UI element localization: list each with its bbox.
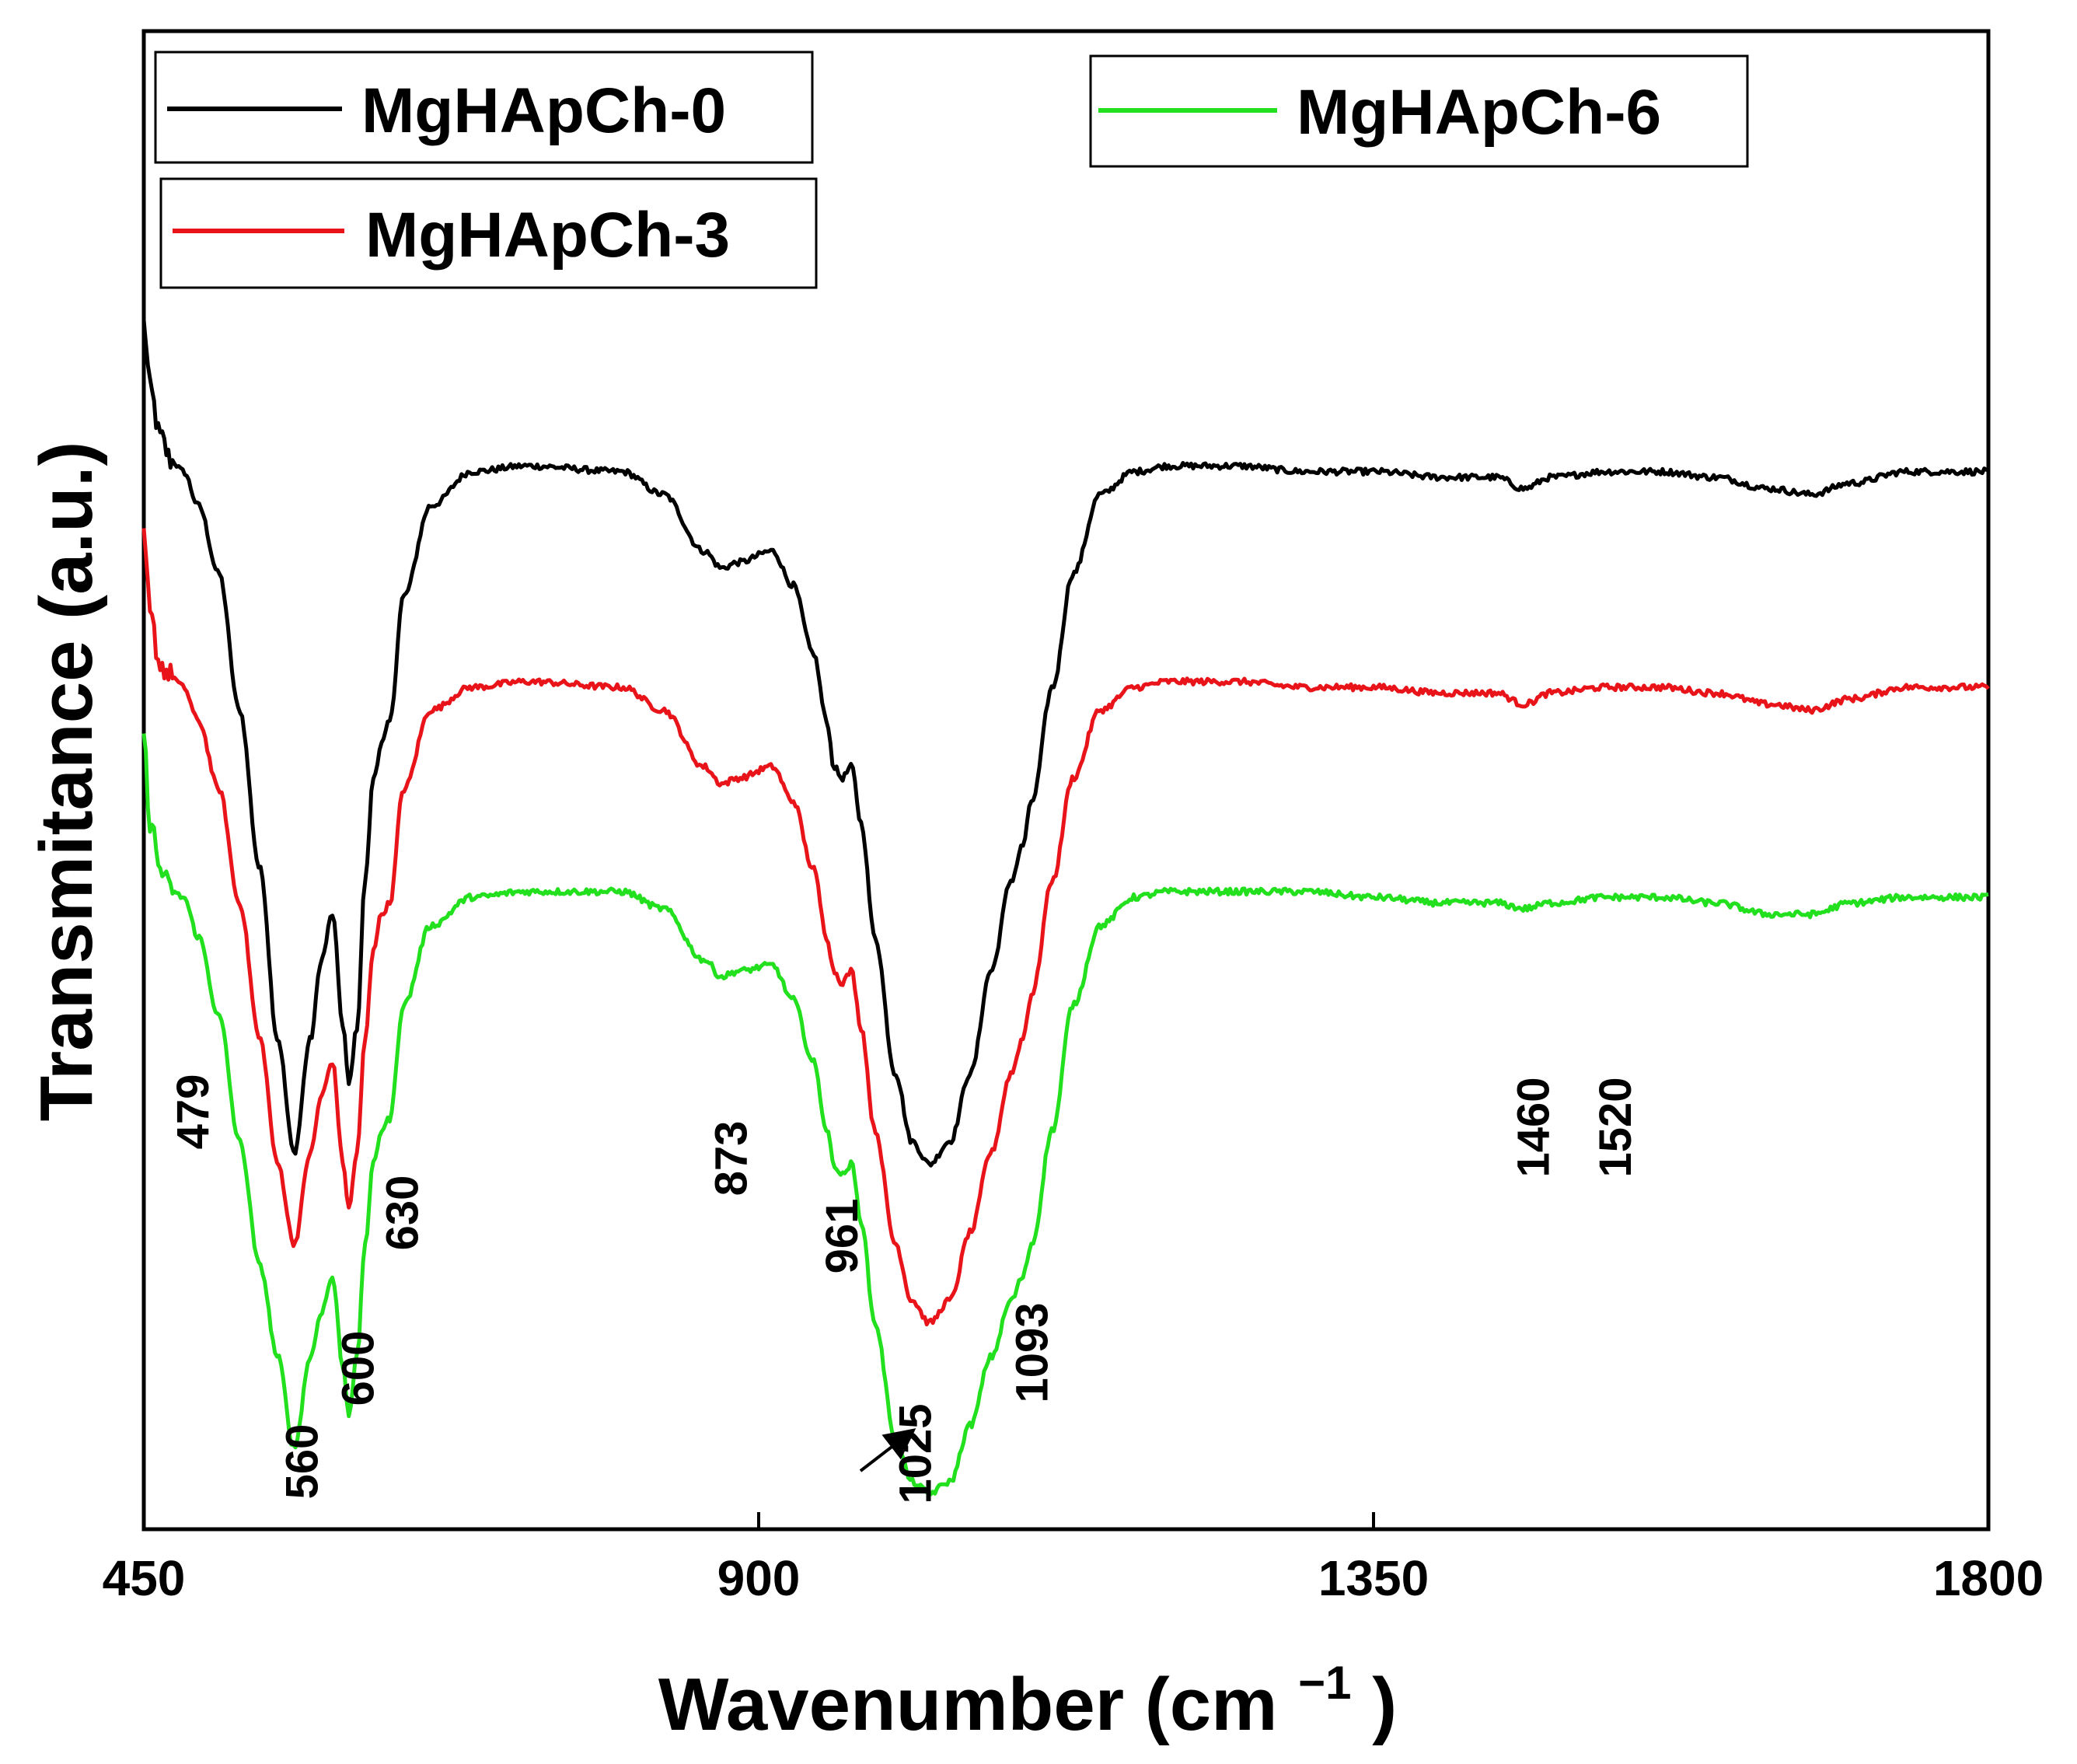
- x-axis-ticks: 450 900 1350 1800: [103, 1512, 2044, 1606]
- y-axis-title: Transmitance (a.u.): [25, 442, 108, 1122]
- peak-label-600: 600: [333, 1331, 384, 1406]
- series-layer: [141, 320, 1990, 1497]
- x-axis-title-close: ): [1372, 1663, 1397, 1746]
- legend: MgHApCh-0 MgHApCh-3 MgHApCh-6: [154, 51, 1749, 289]
- peak-label-560: 560: [277, 1424, 327, 1500]
- peak-label-630: 630: [377, 1175, 428, 1251]
- x-axis-title-main: Wavenumber: [658, 1663, 1124, 1746]
- peak-label-1460: 1460: [1508, 1077, 1559, 1177]
- x-tick-label-1800: 1800: [1933, 1550, 2044, 1606]
- peak-label-1093: 1093: [1007, 1302, 1057, 1402]
- peak-label-1520: 1520: [1590, 1077, 1641, 1177]
- legend-entry-mghapch-6: MgHApCh-6: [1089, 54, 1749, 168]
- peak-label-1025: 1025: [891, 1403, 941, 1504]
- legend-label-mghapch-3: MgHApCh-3: [365, 200, 730, 271]
- peak-label-873: 873: [707, 1121, 757, 1196]
- legend-entry-mghapch-3: MgHApCh-3: [159, 177, 818, 289]
- series-line-mghapch-0: [141, 320, 1990, 1168]
- legend-entry-mghapch-0: MgHApCh-0: [154, 51, 814, 164]
- legend-label-mghapch-0: MgHApCh-0: [361, 75, 726, 146]
- x-tick-label-900: 900: [717, 1550, 801, 1606]
- x-tick-label-1350: 1350: [1318, 1550, 1429, 1606]
- x-axis-title-exponent: −1: [1298, 1657, 1351, 1709]
- peak-label-479: 479: [168, 1074, 218, 1150]
- x-axis-title: Wavenumber (cm −1 ): [658, 1632, 1397, 1746]
- x-tick-label-450: 450: [103, 1550, 186, 1606]
- series-line-mghapch-3: [141, 528, 1990, 1327]
- series-line-mghapch-6: [141, 733, 1989, 1497]
- peak-label-961: 961: [817, 1199, 867, 1274]
- legend-label-mghapch-6: MgHApCh-6: [1297, 77, 1661, 148]
- plot-frame: [141, 29, 1991, 1532]
- x-axis-title-unit: (cm: [1145, 1663, 1278, 1746]
- peak-arrow-1025: [859, 1428, 916, 1472]
